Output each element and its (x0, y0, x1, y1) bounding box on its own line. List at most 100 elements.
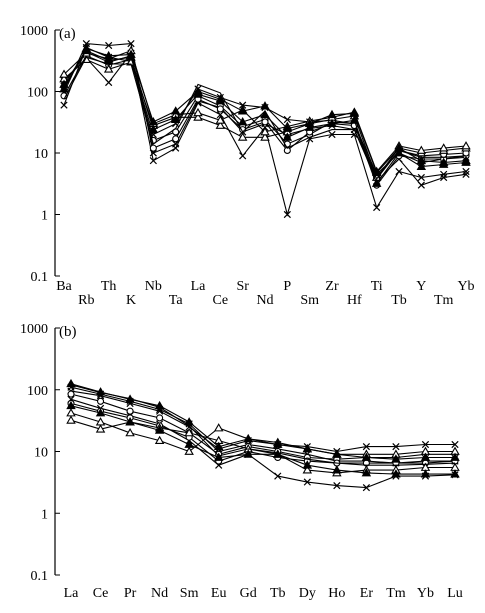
filled-triangle-marker (461, 155, 471, 165)
cross-marker (451, 440, 459, 449)
filled-triangle-marker (215, 94, 226, 103)
filled-triangle-marker (327, 109, 337, 119)
filled-triangle-marker (273, 439, 283, 448)
triangle-marker (215, 115, 226, 124)
x-tick-label: Ce (93, 586, 109, 601)
circle-marker (261, 118, 269, 126)
cross-marker (373, 203, 381, 212)
filled-triangle-marker (170, 114, 181, 123)
series-line (70, 412, 455, 455)
x-tick-label: Er (360, 586, 374, 601)
x-tick-label: Th (101, 279, 117, 294)
filled-triangle-marker (260, 101, 270, 110)
x-tick-label: Hf (347, 293, 362, 308)
y-tick-label: 0.1 (31, 270, 49, 285)
cross-marker (239, 152, 247, 160)
filled-triangle-marker (243, 433, 253, 443)
series-line (70, 390, 455, 453)
x-tick-label: Nd (256, 293, 273, 308)
filled-triangle-marker (148, 124, 159, 134)
filled-triangle-marker (193, 86, 203, 95)
x-tick-label: Eu (211, 586, 227, 601)
filled-triangle-marker (66, 400, 76, 410)
series-line (70, 393, 455, 460)
circle-marker (67, 390, 75, 398)
triangle-marker (59, 69, 69, 78)
filled-triangle-marker (59, 84, 69, 93)
x-tick-label: Ta (169, 293, 184, 308)
x-tick-label: Pr (124, 586, 137, 601)
cross-marker (149, 157, 157, 165)
x-tick-label: Rb (78, 293, 94, 308)
triangle-marker (461, 141, 471, 150)
filled-triangle-marker (420, 469, 431, 478)
filled-triangle-marker (361, 452, 372, 461)
filled-triangle-marker (361, 468, 372, 477)
cross-marker (274, 472, 282, 480)
panel-b-ree-plot: 1000 100 10 1 0.1 (b) La Ce Pr Nd Sm Eu Gd Tb Dy Ho Er Tm… (20, 322, 463, 601)
cross-marker (127, 40, 135, 48)
x-tick-label: Sm (300, 293, 319, 308)
filled-triangle-marker (213, 441, 224, 451)
filled-triangle-marker (282, 132, 293, 141)
cross-marker (303, 478, 311, 486)
panel-label: (b) (59, 324, 77, 340)
filled-triangle-marker (391, 469, 401, 478)
filled-triangle-marker (371, 178, 382, 187)
filled-triangle-marker (416, 155, 427, 165)
x-tick-label: Yb (417, 586, 434, 601)
triangle-marker (184, 446, 194, 455)
x-tick-label: Zr (325, 279, 339, 294)
filled-triangle-marker (450, 469, 460, 478)
y-tick-label: 0.1 (31, 569, 49, 584)
x-tick-label: Tm (434, 293, 454, 308)
cross-marker (283, 210, 291, 219)
circle-marker (96, 397, 105, 405)
filled-triangle-marker (126, 49, 136, 58)
x-tick-label: Sr (236, 279, 249, 294)
filled-triangle-marker (154, 425, 165, 434)
filled-triangle-marker (184, 439, 194, 448)
triangle-marker (66, 408, 76, 417)
filled-triangle-marker (332, 465, 342, 474)
cross-marker (350, 130, 358, 139)
cross-marker (105, 41, 113, 50)
x-tick-label: Lu (447, 586, 463, 601)
cross-marker (172, 144, 180, 152)
x-tick-label: Nb (145, 279, 162, 294)
circle-marker (149, 144, 157, 152)
filled-triangle-marker (438, 157, 449, 166)
x-tick-label: Ba (56, 279, 72, 294)
series-line (63, 56, 467, 180)
cross-marker (362, 442, 371, 451)
filled-triangle-marker (95, 408, 106, 417)
filled-triangle-marker (237, 106, 248, 115)
triangle-marker (154, 435, 165, 445)
triangle-marker (260, 127, 270, 136)
x-tick-label: Ce (213, 293, 229, 308)
series-line (70, 405, 455, 475)
cross-marker (462, 167, 470, 176)
filled-triangle-marker (81, 43, 92, 52)
filled-triangle-marker (103, 55, 114, 64)
filled-triangle-marker (327, 118, 337, 128)
x-tick-label: La (191, 279, 207, 294)
triangle-marker (193, 107, 203, 117)
filled-triangle-marker (302, 444, 313, 453)
triangle-marker (260, 132, 270, 141)
x-tick-label: Nd (151, 586, 168, 601)
x-tick-label: Ti (371, 279, 383, 294)
y-tick-label: 1000 (20, 322, 48, 337)
cross-marker (392, 442, 400, 451)
y-tick-label: 1000 (20, 24, 48, 39)
circle-marker (216, 105, 224, 113)
triangle-marker (184, 428, 194, 437)
filled-triangle-marker (125, 417, 135, 426)
x-tick-label: Y (416, 279, 426, 294)
cross-marker (333, 482, 341, 490)
cross-marker (395, 167, 403, 176)
triangle-marker (95, 424, 106, 433)
filled-triangle-marker (243, 449, 253, 458)
cross-marker (362, 484, 371, 492)
triangle-marker (125, 428, 135, 437)
